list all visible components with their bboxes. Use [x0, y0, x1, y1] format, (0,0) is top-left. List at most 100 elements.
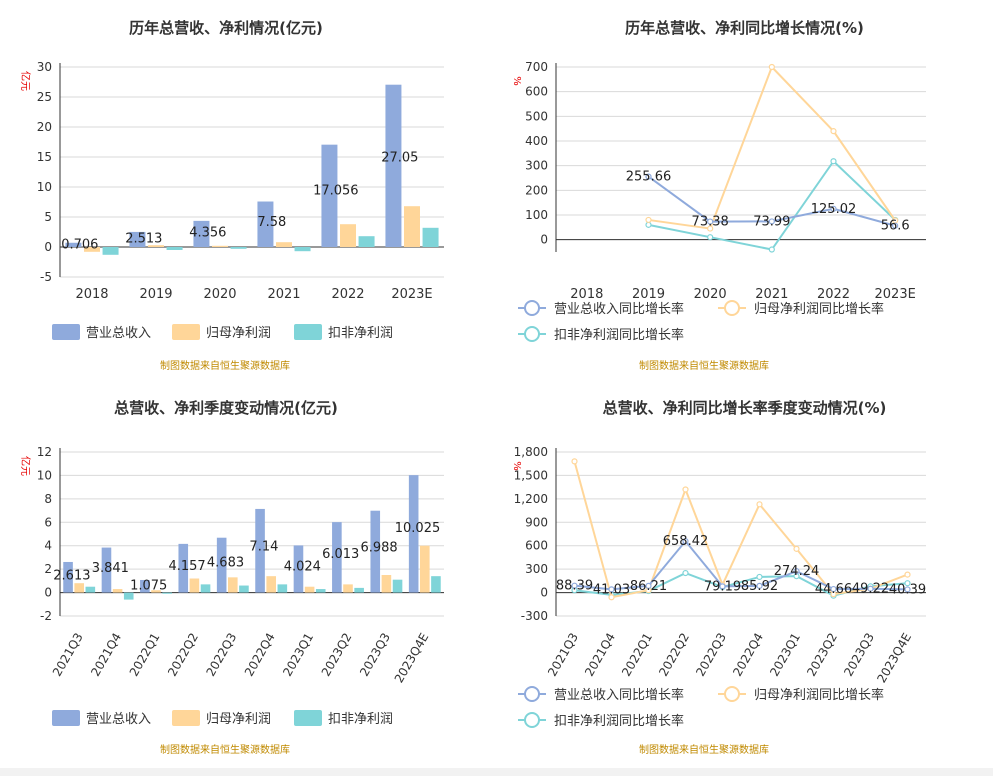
point-marker	[756, 501, 763, 508]
x-tick-label: 2022	[331, 287, 364, 302]
bar-deducted-net	[230, 247, 247, 249]
line-deducted-net-growth	[648, 159, 896, 251]
data-label: 10.025	[395, 521, 441, 536]
y-tick-label: 10	[37, 468, 52, 482]
x-tick-label: 2023E	[875, 287, 916, 302]
data-label: 4.683	[207, 555, 244, 570]
point-marker	[830, 205, 837, 212]
point-marker	[892, 222, 899, 229]
bar-deducted-net	[200, 584, 211, 593]
data-label: 4.024	[284, 560, 321, 575]
y-tick-label: 20	[37, 120, 52, 134]
y-tick-label: -300	[521, 609, 548, 623]
x-tick-label: 2023Q1	[767, 631, 803, 679]
y-tick-label: 8	[44, 492, 52, 506]
point-marker	[645, 216, 652, 224]
bar-revenue	[385, 84, 402, 247]
data-label: 274.24	[774, 564, 820, 579]
point-marker	[830, 585, 837, 593]
annual-growth-chart: 历年总营收、净利同比增长情况(%)% 0 100 200 300 400 500 600 700…	[496, 0, 993, 388]
data-label: 85.92	[741, 579, 778, 594]
quarterly-revenue-profit-chart: 总营收、净利季度变动情况(亿元) 亿元 -2 0 2 4 6 8 10 12 2.613 3.841 1…	[0, 388, 480, 776]
y-tick-label: 4	[44, 539, 52, 553]
x-tick-label: 2021Q3	[50, 631, 86, 679]
data-label: 17.056	[313, 184, 359, 199]
legend-label: 归母净利润同比增长率	[754, 687, 884, 703]
bar-deducted-net	[392, 579, 403, 593]
point-marker	[830, 128, 837, 135]
point-marker	[904, 571, 911, 578]
bar-deducted-net	[422, 227, 439, 247]
y-tick-label: 0	[540, 233, 548, 247]
bar-revenue	[370, 510, 381, 593]
x-tick-label: 2019	[632, 287, 665, 302]
data-label: 56.6	[881, 219, 910, 234]
point-marker	[682, 569, 689, 577]
bar-revenue	[257, 201, 274, 247]
point-marker	[707, 234, 714, 241]
y-unit-label: 亿元	[19, 456, 32, 476]
bar-revenue	[193, 220, 210, 247]
x-tick-label: 2023E	[391, 287, 432, 302]
y-unit-label: %	[511, 461, 522, 471]
y-tick-label: -2	[40, 609, 52, 623]
y-tick-label: 2	[44, 562, 52, 576]
point-marker	[768, 246, 775, 253]
legend-marker	[724, 686, 740, 702]
x-tick-label: 2022Q3	[693, 631, 729, 679]
x-tick-label: 2022Q1	[619, 631, 655, 679]
source-note: 制图数据来自恒生聚源数据库	[639, 359, 769, 372]
bar-revenue	[255, 508, 265, 593]
bar-deducted-net	[354, 587, 364, 593]
y-tick-label: 6	[44, 515, 52, 529]
y-tick-label: 12	[37, 445, 52, 459]
point-marker	[904, 580, 911, 587]
x-tick-label: 2022	[817, 287, 850, 302]
x-tick-label: 2023Q1	[280, 631, 316, 679]
point-marker	[768, 218, 775, 225]
bar-parent-net	[112, 589, 123, 593]
bar-parent-net	[404, 206, 420, 247]
data-label: 6.013	[322, 547, 359, 562]
y-tick-label: 25	[37, 90, 52, 104]
line-revenue-growth	[574, 539, 908, 591]
y-tick-label: 300	[525, 562, 548, 576]
x-tick-label: 2018	[75, 287, 108, 302]
point-marker	[707, 218, 714, 225]
y-unit-label: 亿元	[19, 71, 32, 91]
legend-marker	[524, 326, 540, 342]
bar-parent-net	[343, 584, 353, 593]
y-tick-label: 15	[37, 150, 52, 164]
point-marker	[645, 582, 652, 589]
point-marker	[608, 586, 615, 593]
point-marker	[904, 586, 911, 593]
quarterly-growth-chart: 总营收、净利同比增长率季度变动情况(%)% -300 0 300 600 900 1,200…	[496, 388, 993, 776]
x-tick-label: 2022Q4	[730, 631, 766, 679]
data-label: 3.841	[92, 561, 129, 576]
chart-svg: 总营收、净利季度变动情况(亿元)亿元-20246810122.6133.8411…	[19, 399, 444, 756]
y-tick-label: 100	[525, 208, 548, 222]
y-tick-label: 0	[44, 586, 52, 600]
data-label: 1.075	[130, 579, 167, 594]
bar-deducted-net	[358, 236, 375, 247]
bar-revenue	[129, 231, 146, 247]
bar-deducted-net	[277, 584, 288, 593]
data-label: 125.02	[811, 202, 857, 217]
bar-parent-net	[276, 242, 292, 247]
point-marker	[707, 225, 714, 232]
bar-revenue	[216, 537, 227, 593]
legend-label: 扣非净利润	[328, 326, 393, 341]
y-tick-label: 0	[44, 240, 52, 254]
point-marker	[571, 582, 578, 589]
bar-revenue	[65, 242, 82, 247]
bar-deducted-net	[239, 585, 249, 593]
data-label: 79.19	[704, 579, 741, 594]
legend-marker	[524, 686, 540, 702]
bar-deducted-net	[166, 247, 183, 250]
data-label: 7.58	[257, 215, 286, 230]
bar-deducted-net	[294, 247, 311, 252]
bar-revenue	[101, 547, 112, 593]
data-label: 2.513	[125, 232, 162, 247]
legend-label: 归母净利润同比增长率	[754, 301, 884, 317]
legend-marker	[724, 300, 740, 316]
